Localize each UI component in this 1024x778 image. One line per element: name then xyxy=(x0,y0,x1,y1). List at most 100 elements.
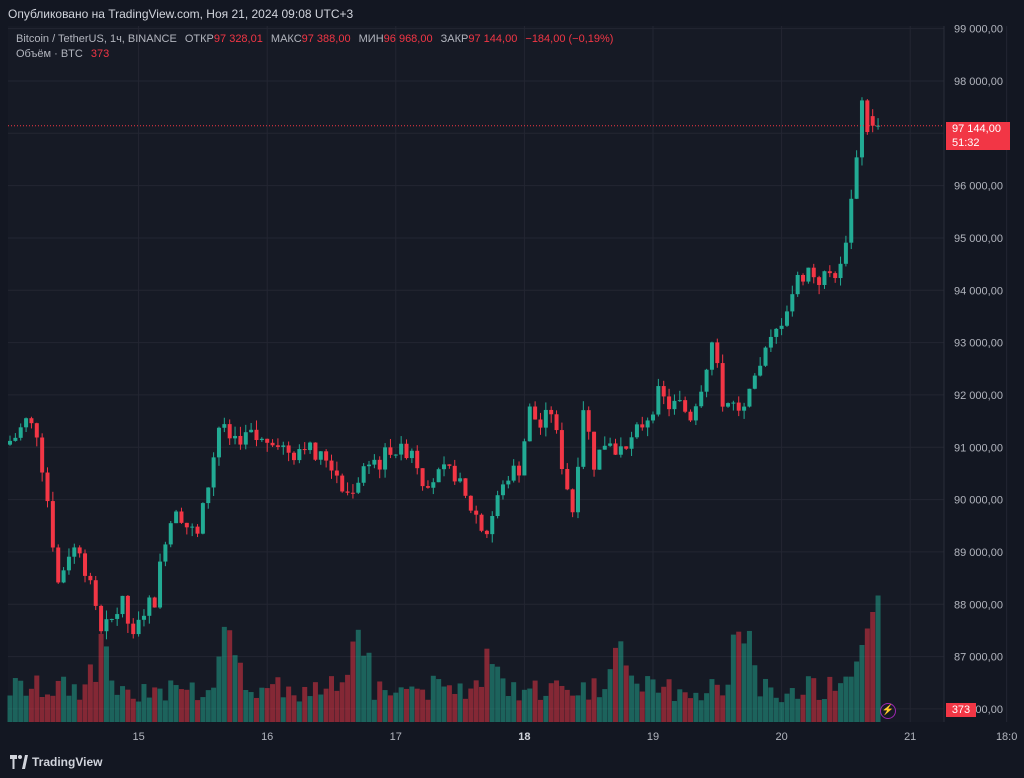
volume-bar xyxy=(543,695,549,722)
candle-body xyxy=(817,277,822,285)
y-tick-label: 94 000,00 xyxy=(954,285,1003,297)
candle-body xyxy=(72,547,77,557)
candle-body xyxy=(602,445,607,450)
candle-body xyxy=(88,575,93,581)
volume-bar xyxy=(773,697,779,722)
volume-bar xyxy=(527,688,533,722)
volume-bar xyxy=(612,647,618,722)
candle-body xyxy=(206,487,211,504)
volume-bar xyxy=(162,700,168,722)
volume-bar xyxy=(591,678,597,722)
volume-bar xyxy=(82,684,88,722)
candle-body xyxy=(377,459,382,470)
candle-body xyxy=(340,475,345,492)
candle-body xyxy=(656,386,661,415)
volume-bar xyxy=(832,690,838,722)
candle-body xyxy=(618,446,623,455)
candle-body xyxy=(50,501,55,548)
candle-body xyxy=(334,470,339,476)
candle-body xyxy=(442,464,447,470)
volume-bar xyxy=(334,690,340,722)
volume-bar xyxy=(805,676,811,722)
candle-body xyxy=(66,556,71,571)
candle-body xyxy=(581,410,586,467)
candle-body xyxy=(790,294,795,312)
candle-body xyxy=(634,424,639,438)
candle-body xyxy=(683,400,688,412)
volume-bar xyxy=(854,661,860,722)
volume-bar xyxy=(677,689,683,722)
candle-body xyxy=(24,418,29,428)
x-tick-label: 18 xyxy=(518,731,530,743)
high-label: МАКС xyxy=(270,33,302,45)
chart-area[interactable] xyxy=(8,26,944,722)
x-tick-label: 16 xyxy=(261,731,273,743)
x-tick-label: 17 xyxy=(390,731,402,743)
volume-bar xyxy=(71,684,77,722)
candle-body xyxy=(93,580,98,606)
candle-body xyxy=(163,544,168,562)
candle-body xyxy=(447,464,452,466)
volume-bar xyxy=(736,631,742,722)
volume-bar xyxy=(221,626,227,722)
candle-body xyxy=(425,486,430,488)
last-price-tag: 97 144,00 xyxy=(946,122,1010,136)
volume-bar xyxy=(45,694,51,722)
low-value: 96 968,00 xyxy=(383,33,433,45)
volume-bar xyxy=(821,699,827,722)
volume-bar xyxy=(109,680,115,722)
volume-bar xyxy=(570,695,576,722)
candle-body xyxy=(297,449,302,461)
volume-bar xyxy=(827,676,833,722)
candle-body xyxy=(608,443,613,446)
volume-bar xyxy=(350,641,356,722)
candle-body xyxy=(699,391,704,407)
volume-bar xyxy=(296,701,302,722)
volume-bar xyxy=(189,682,195,722)
candle-body xyxy=(104,619,109,632)
volume-bar xyxy=(655,692,661,722)
volume-bar xyxy=(521,689,527,722)
candle-body xyxy=(259,438,264,441)
candle-body xyxy=(533,406,538,420)
candle-body xyxy=(629,437,634,449)
candle-body xyxy=(195,526,200,534)
candle-body xyxy=(243,432,248,445)
volume-bar xyxy=(596,697,602,722)
volume-bar xyxy=(870,612,876,722)
candle-body xyxy=(83,553,88,576)
volume-bar xyxy=(763,678,769,722)
brand-name: TradingView xyxy=(32,755,103,769)
candle-body xyxy=(463,478,468,496)
volume-bar xyxy=(484,648,490,722)
volume-bar xyxy=(286,686,292,722)
candle-body xyxy=(431,482,436,488)
volume-bar xyxy=(575,695,581,722)
volume-bar xyxy=(387,695,393,722)
candle-body xyxy=(613,443,618,455)
volume-bar xyxy=(12,678,18,722)
volume-bar xyxy=(811,678,817,722)
candle-body xyxy=(458,478,463,482)
candle-body xyxy=(704,369,709,392)
volume-bar xyxy=(323,688,329,722)
lightning-icon[interactable]: ⚡ xyxy=(880,703,896,719)
volume-bar xyxy=(859,645,865,722)
candle-body xyxy=(409,450,414,459)
volume-bar xyxy=(152,687,158,722)
candle-body xyxy=(527,406,532,442)
candle-body xyxy=(575,466,580,513)
volume-bar xyxy=(34,675,40,722)
volume-bar xyxy=(511,682,517,722)
candle-body xyxy=(806,267,811,282)
volume-bar xyxy=(312,682,318,722)
countdown-tag: 51:32 xyxy=(946,136,1010,150)
candle-body xyxy=(200,503,205,534)
candle-body xyxy=(367,464,372,467)
volume-bar xyxy=(243,689,249,722)
candle-body xyxy=(870,116,875,126)
volume-bar xyxy=(746,630,752,722)
candle-body xyxy=(452,465,457,482)
candle-body xyxy=(859,100,864,158)
